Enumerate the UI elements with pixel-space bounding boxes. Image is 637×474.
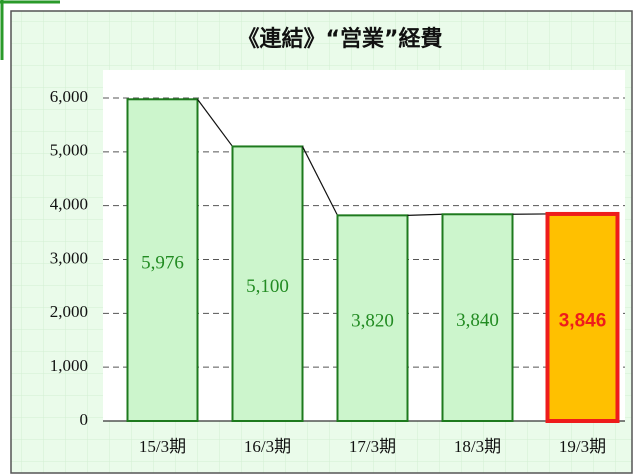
bar bbox=[545, 211, 620, 423]
x-tick-label: 17/3期 bbox=[349, 437, 396, 456]
y-tick-label: 5,000 bbox=[50, 141, 88, 160]
bar bbox=[231, 145, 304, 422]
value-label: 3,840 bbox=[456, 310, 499, 331]
y-tick-label: 6,000 bbox=[50, 87, 88, 106]
y-tick-label: 3,000 bbox=[50, 248, 88, 267]
connector bbox=[197, 98, 233, 147]
value-label: 3,846 bbox=[559, 310, 607, 331]
connector bbox=[407, 213, 443, 216]
x-tick-label: 19/3期 bbox=[559, 437, 606, 456]
value-label: 5,100 bbox=[246, 276, 289, 297]
bar bbox=[441, 213, 514, 422]
y-tick-label: 1,000 bbox=[50, 356, 88, 375]
bar bbox=[126, 98, 199, 423]
connector bbox=[301, 146, 339, 216]
y-tick-label: 0 bbox=[80, 410, 89, 429]
chart-title: 《連結》“営業”経費 bbox=[238, 26, 443, 52]
x-tick-label: 18/3期 bbox=[454, 437, 501, 456]
x-tick-label: 15/3期 bbox=[139, 437, 186, 456]
x-tick-label: 16/3期 bbox=[244, 437, 291, 456]
corner bbox=[0, 0, 60, 60]
value-label: 5,976 bbox=[141, 253, 184, 274]
y-tick-label: 2,000 bbox=[50, 302, 88, 321]
bar bbox=[336, 214, 409, 422]
y-tick-label: 4,000 bbox=[50, 195, 88, 214]
value-label: 3,820 bbox=[351, 311, 394, 332]
